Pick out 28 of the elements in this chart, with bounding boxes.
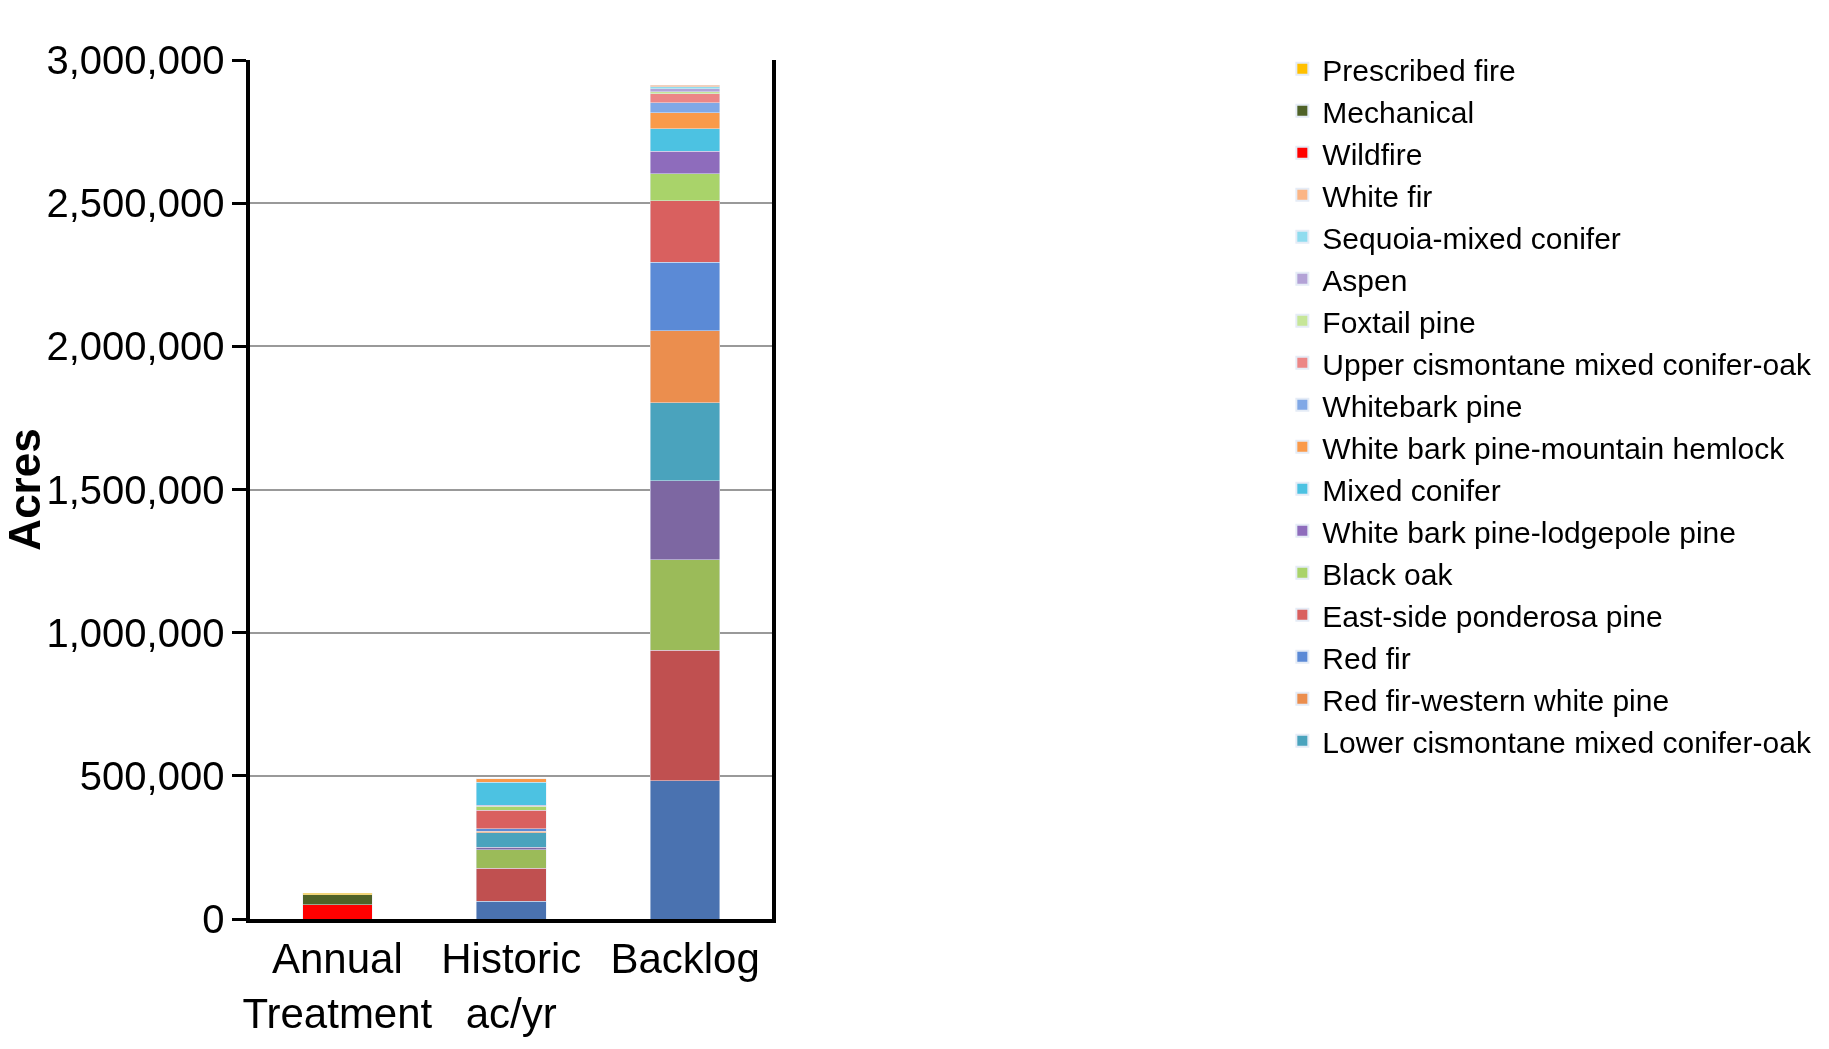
legend-label: Red fir-western white pine	[1322, 683, 1670, 717]
legend-label: White bark pine-lodgepole pine	[1322, 515, 1736, 549]
x-tick-label: Historic ac/yr	[441, 935, 582, 1037]
legend-label: Wildfire	[1322, 137, 1423, 171]
y-tick-label: 1,000,000	[46, 610, 225, 655]
legend-label: Upper cismontane mixed conifer-oak	[1322, 347, 1812, 381]
x-tick-label: Backlog	[610, 935, 760, 983]
legend-label: Black oak	[1322, 557, 1454, 591]
y-tick-label: 500,000	[79, 753, 225, 798]
legend-label: White fir	[1322, 179, 1433, 213]
y-axis-title: Acres	[0, 428, 49, 551]
y-tick-label: 2,500,000	[46, 181, 225, 226]
y-tick-label: 2,000,000	[46, 324, 225, 369]
y-tick-label: 0	[202, 897, 225, 941]
x-tick-label: Annual Treatment	[242, 935, 433, 1037]
legend-label: Mixed conifer	[1322, 473, 1501, 507]
legend-label: Prescribed fire	[1322, 53, 1516, 87]
y-tick-label: 3,000,000	[46, 38, 225, 82]
legend-label: Lower cismontane mixed conifer-oak	[1322, 725, 1812, 759]
legend-label: White bark pine-mountain hemlock	[1322, 431, 1786, 465]
legend-label: Aspen	[1322, 263, 1408, 297]
legend-label: Red fir	[1322, 641, 1411, 675]
legend-label: Foxtail pine	[1322, 305, 1476, 339]
legend-label: Sequoia-mixed conifer	[1322, 221, 1621, 255]
legend-label: Mechanical	[1322, 95, 1475, 129]
y-tick-label: 1,500,000	[46, 467, 225, 512]
legend-label: Whitebark pine	[1322, 389, 1523, 423]
legend-label: East-side ponderosa pine	[1322, 599, 1663, 633]
